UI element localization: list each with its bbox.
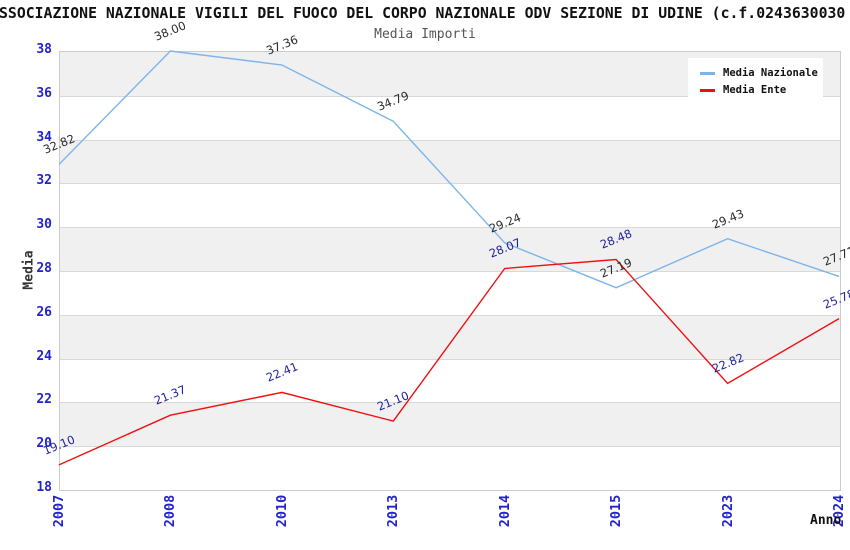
gridline <box>60 271 840 272</box>
x-tick-label: 2008 <box>162 494 179 528</box>
plot-band <box>60 227 840 271</box>
legend-label: Media Nazionale <box>723 67 818 79</box>
x-tick-label: 2023 <box>719 494 736 528</box>
chart-legend: Media Nazionale Media Ente <box>688 58 823 105</box>
x-axis-title: Anno <box>810 513 842 528</box>
y-axis-title: Media <box>21 250 37 290</box>
page-title: SSOCIAZIONE NAZIONALE VIGILI DEL FUOCO D… <box>0 5 846 22</box>
y-tick-label: 24 <box>36 348 52 364</box>
x-tick-label: 2010 <box>273 494 290 528</box>
gridline <box>60 402 840 404</box>
gridline <box>60 139 840 141</box>
y-tick-label: 36 <box>36 85 52 101</box>
gridline <box>60 446 840 448</box>
legend-item-media-nazionale[interactable]: Media Nazionale <box>688 67 823 79</box>
media-ente-line-swatch-icon <box>700 88 715 92</box>
plot-area <box>59 51 841 491</box>
plot-band <box>60 314 840 359</box>
legend-item-media-ente[interactable]: Media Ente <box>688 84 823 96</box>
y-tick-label: 30 <box>36 217 52 233</box>
y-tick-label: 18 <box>36 480 52 495</box>
plot-band <box>60 139 840 184</box>
y-tick-label: 32 <box>36 173 52 189</box>
y-tick-label: 38 <box>36 42 52 57</box>
chart-subtitle: Media Importi <box>374 27 476 42</box>
x-tick-label: 2015 <box>608 494 625 528</box>
x-tick-label: 2007 <box>51 494 67 528</box>
y-tick-label: 20 <box>36 436 52 452</box>
gridline <box>60 183 840 185</box>
gridline <box>60 314 840 316</box>
y-tick-label: 34 <box>36 129 52 145</box>
media-nazionale-line-swatch-icon <box>700 71 715 75</box>
y-tick-label: 22 <box>36 392 52 408</box>
y-tick-label: 26 <box>36 304 52 320</box>
legend-label: Media Ente <box>723 84 787 96</box>
x-tick-label: 2013 <box>385 494 402 528</box>
x-tick-label: 2014 <box>496 494 513 528</box>
plot-band <box>60 402 840 447</box>
y-tick-label: 28 <box>36 261 52 276</box>
